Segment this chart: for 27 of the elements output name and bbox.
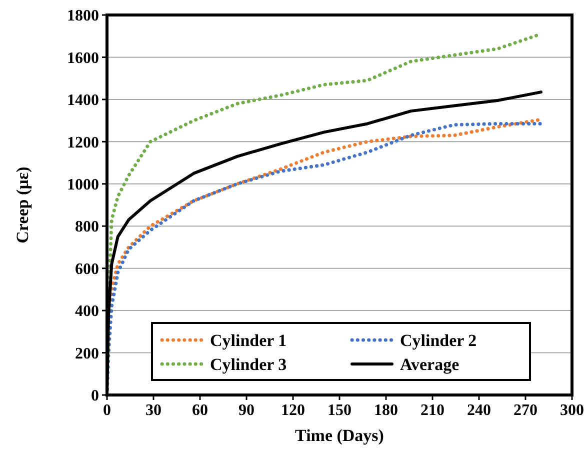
y-tick-label: 200 xyxy=(75,345,99,362)
x-tick-label: 270 xyxy=(514,402,538,419)
x-tick-label: 60 xyxy=(192,402,208,419)
x-tick-label: 30 xyxy=(146,402,162,419)
legend-label: Cylinder 1 xyxy=(210,330,287,350)
x-axis-title: Time (Days) xyxy=(295,426,384,445)
y-tick-label: 600 xyxy=(75,260,99,278)
y-tick-label: 1000 xyxy=(67,176,99,194)
x-tick-label: 210 xyxy=(420,402,444,419)
x-tick-label: 300 xyxy=(560,402,584,419)
x-tick-label: 90 xyxy=(238,402,254,419)
y-tick-label: 0 xyxy=(91,388,99,405)
y-tick-label: 1600 xyxy=(67,50,99,67)
y-tick-label: 1800 xyxy=(67,8,99,25)
x-tick-label: 150 xyxy=(328,402,352,419)
x-tick-label: 240 xyxy=(467,402,491,419)
x-tick-label: 0 xyxy=(103,402,111,419)
legend-label: Average xyxy=(400,354,460,374)
legend-label: Cylinder 3 xyxy=(210,354,287,374)
x-tick-label: 180 xyxy=(374,402,398,419)
y-tick-label: 1200 xyxy=(67,134,99,152)
x-tick-label: 120 xyxy=(281,402,305,419)
legend-label: Cylinder 2 xyxy=(400,330,477,350)
y-tick-label: 400 xyxy=(75,303,99,320)
y-tick-label: 800 xyxy=(75,218,99,236)
y-tick-label: 1400 xyxy=(67,92,99,110)
y-axis-title: Creep (µε) xyxy=(13,166,32,244)
